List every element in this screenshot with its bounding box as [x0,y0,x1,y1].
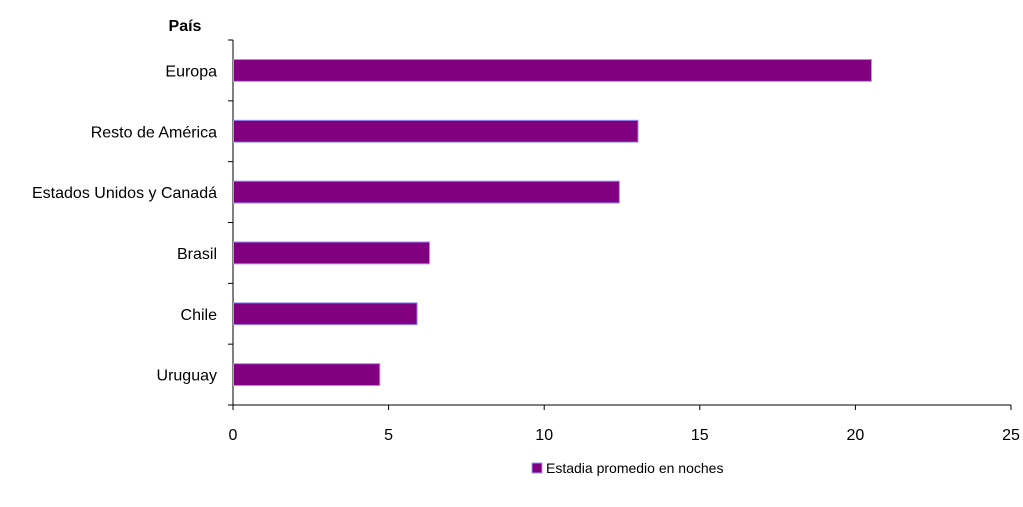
bar [233,363,381,387]
legend: Estadia promedio en noches [531,460,723,476]
x-tick-label: 25 [1002,427,1020,444]
x-tick-label: 5 [384,427,393,444]
legend-swatch [531,462,543,474]
bar [233,180,620,204]
category-label: Europa [165,63,217,80]
x-tick-label: 20 [847,427,865,444]
y-axis-title: País [169,18,202,35]
x-tick-label: 0 [229,427,238,444]
legend-label: Estadia promedio en noches [546,460,723,476]
category-label: Resto de América [91,124,217,141]
category-label: Estados Unidos y Canadá [32,185,217,202]
x-tick-label: 10 [535,427,553,444]
bar [233,302,418,326]
bar [233,119,639,143]
category-label: Chile [181,307,218,324]
x-tick-label: 15 [691,427,709,444]
plot-area: 0 5 10 15 20 25 Europa Resto de América Estados … [32,39,1020,444]
category-label: Uruguay [157,368,217,385]
category-label: Brasil [177,246,217,263]
bar [233,58,872,82]
bar [233,241,431,265]
